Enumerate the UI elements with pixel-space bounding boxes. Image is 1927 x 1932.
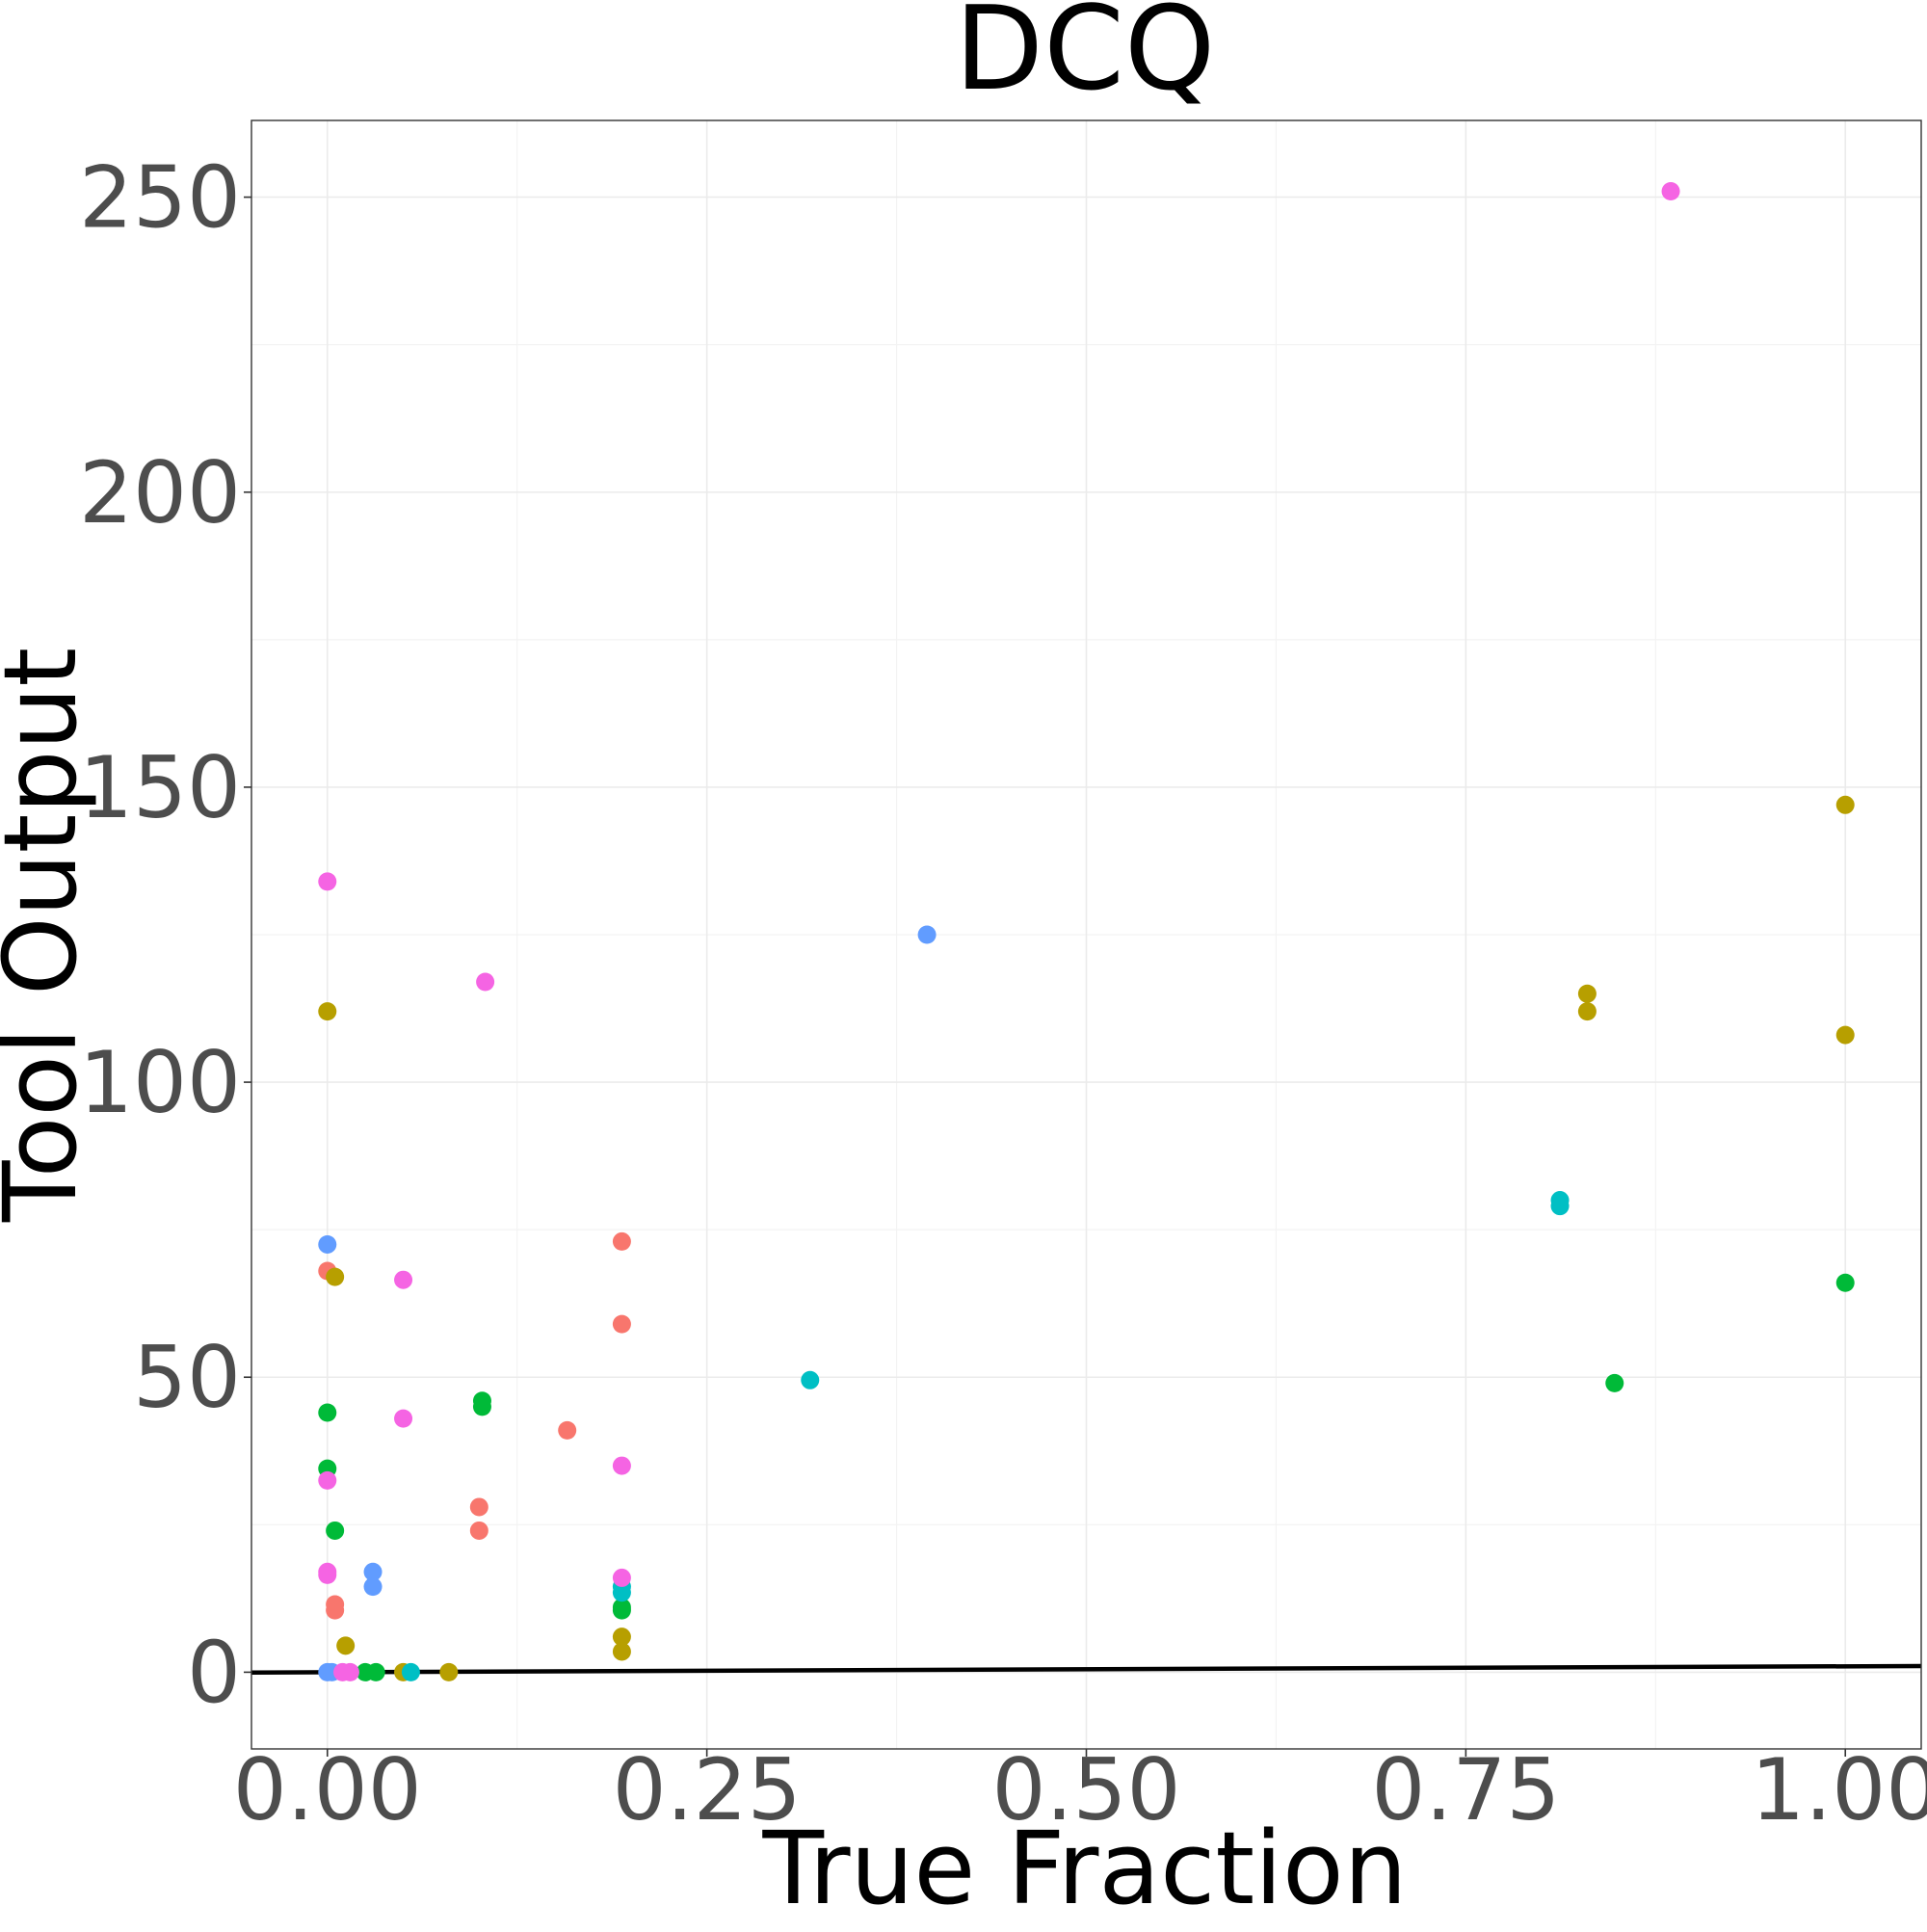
data-points bbox=[318, 181, 1855, 1681]
data-point bbox=[612, 1456, 631, 1475]
reference-line-layer bbox=[251, 1663, 1922, 1675]
y-axis-title: Tool Output bbox=[0, 648, 99, 1223]
data-point bbox=[469, 1497, 488, 1517]
data-point bbox=[1605, 1373, 1624, 1392]
y-tick-label: 0 bbox=[187, 1623, 241, 1722]
x-tick-label: 0.00 bbox=[233, 1740, 422, 1839]
data-point bbox=[612, 1642, 631, 1661]
data-point bbox=[472, 1397, 491, 1416]
data-point bbox=[366, 1662, 385, 1681]
data-point bbox=[326, 1267, 345, 1286]
x-tick-label: 1.00 bbox=[1751, 1740, 1927, 1839]
data-point bbox=[318, 1470, 337, 1490]
data-point bbox=[318, 1403, 337, 1422]
data-point bbox=[318, 872, 337, 891]
data-point bbox=[318, 1565, 337, 1584]
data-point bbox=[612, 1314, 631, 1334]
data-point bbox=[1835, 1273, 1855, 1292]
data-point bbox=[340, 1662, 359, 1681]
y-tick-label: 250 bbox=[79, 148, 241, 248]
data-point bbox=[363, 1577, 383, 1597]
data-point bbox=[401, 1662, 420, 1681]
x-axis-title: True Fraction bbox=[761, 1810, 1407, 1927]
data-point bbox=[439, 1662, 459, 1681]
x-axis-ticks: 0.00 0.25 0.50 0.75 1.00 bbox=[233, 1740, 1927, 1839]
data-point bbox=[612, 1601, 631, 1620]
data-point bbox=[558, 1420, 577, 1440]
data-point bbox=[1835, 1025, 1855, 1045]
data-point bbox=[326, 1601, 345, 1620]
data-point bbox=[612, 1583, 631, 1602]
gridlines bbox=[251, 120, 1921, 1749]
data-point bbox=[318, 1002, 337, 1021]
x-tick-label: 0.50 bbox=[992, 1740, 1181, 1839]
x-tick-label: 0.25 bbox=[613, 1740, 802, 1839]
chart-title: DCQ bbox=[955, 0, 1216, 117]
data-point bbox=[394, 1270, 413, 1289]
data-point bbox=[363, 1562, 383, 1581]
y-tick-label: 150 bbox=[79, 738, 241, 837]
y-tick-label: 200 bbox=[79, 443, 241, 543]
y-tick-label: 50 bbox=[133, 1328, 241, 1427]
data-point bbox=[1577, 1002, 1597, 1021]
data-point bbox=[336, 1636, 356, 1655]
data-point bbox=[326, 1521, 345, 1540]
reference-line bbox=[251, 1663, 1922, 1675]
data-point bbox=[917, 925, 937, 944]
data-point bbox=[318, 1234, 337, 1254]
data-point bbox=[1550, 1197, 1570, 1216]
data-point bbox=[1835, 795, 1855, 814]
data-point bbox=[612, 1568, 631, 1587]
data-point bbox=[801, 1370, 820, 1389]
data-point bbox=[469, 1521, 488, 1540]
x-tick-label: 0.75 bbox=[1371, 1740, 1560, 1839]
data-point bbox=[394, 1409, 413, 1428]
data-point bbox=[612, 1628, 631, 1647]
data-point bbox=[1661, 181, 1680, 200]
data-point bbox=[1577, 984, 1597, 1003]
y-tick-label: 100 bbox=[79, 1033, 241, 1132]
data-point bbox=[476, 972, 495, 992]
y-axis-ticks: 0 50 100 150 200 250 bbox=[79, 148, 251, 1722]
data-point bbox=[612, 1231, 631, 1251]
